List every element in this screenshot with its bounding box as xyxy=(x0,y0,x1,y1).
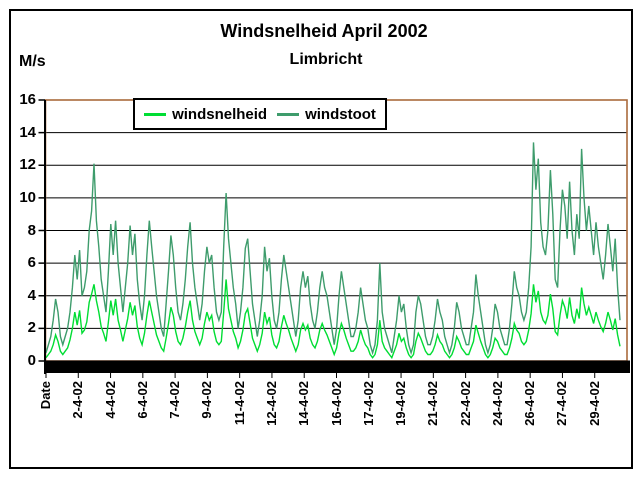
x-tick-label: 29-4-02 xyxy=(586,381,602,426)
x-tick-label: 14-4-02 xyxy=(296,381,312,426)
legend-box: windsnelheid windstoot xyxy=(133,98,387,130)
x-tick-label: 22-4-02 xyxy=(457,381,473,426)
x-tick-label: 6-4-02 xyxy=(134,381,150,419)
legend-label-windsnelheid: windsnelheid xyxy=(172,105,268,123)
y-tick-label: 12 xyxy=(19,156,36,174)
y-axis-unit-label: M/s xyxy=(19,53,46,70)
x-tick-label: 27-4-02 xyxy=(554,381,570,426)
y-tick-label: 16 xyxy=(19,91,36,108)
x-tick-label: 19-4-02 xyxy=(393,381,409,426)
x-tick-label: 16-4-02 xyxy=(328,381,344,426)
y-tick-label: 2 xyxy=(27,319,36,337)
legend-item-windsnelheid: windsnelheid xyxy=(144,106,267,123)
y-tick-label: 6 xyxy=(27,254,36,272)
x-tick-label: Date xyxy=(38,381,53,410)
chart-subtitle: Limbricht xyxy=(289,51,363,68)
windsnelheid-line-swatch xyxy=(144,112,167,116)
y-tick-label: 8 xyxy=(27,221,36,239)
x-tick-label: 2-4-02 xyxy=(70,381,86,419)
x-tick-label: 21-4-02 xyxy=(425,381,441,426)
y-tick-label: 10 xyxy=(19,188,36,206)
windstoot-line-swatch xyxy=(277,112,300,116)
x-tick-label: 26-4-02 xyxy=(522,381,538,426)
legend-label-windstoot: windstoot xyxy=(305,105,376,123)
y-tick-label: 4 xyxy=(27,286,36,304)
series-line-windsnelheid xyxy=(45,279,621,360)
y-tick-label: 0 xyxy=(27,352,36,369)
legend-item-windstoot: windstoot xyxy=(277,106,376,123)
x-tick-label: 12-4-02 xyxy=(263,381,279,426)
y-tick-label: 14 xyxy=(19,123,36,141)
series-line-windstoot xyxy=(45,142,621,356)
x-tick-label: 17-4-02 xyxy=(360,381,376,426)
x-tick-label: 9-4-02 xyxy=(199,381,215,419)
x-tick-label: 7-4-02 xyxy=(167,381,183,419)
x-tick-label: 4-4-02 xyxy=(102,381,118,419)
x-tick-label: 11-4-02 xyxy=(231,381,247,426)
chart-border-frame xyxy=(9,9,633,469)
x-tick-label: 24-4-02 xyxy=(489,381,505,426)
chart-title: Windsnelheid April 2002 xyxy=(220,21,428,41)
